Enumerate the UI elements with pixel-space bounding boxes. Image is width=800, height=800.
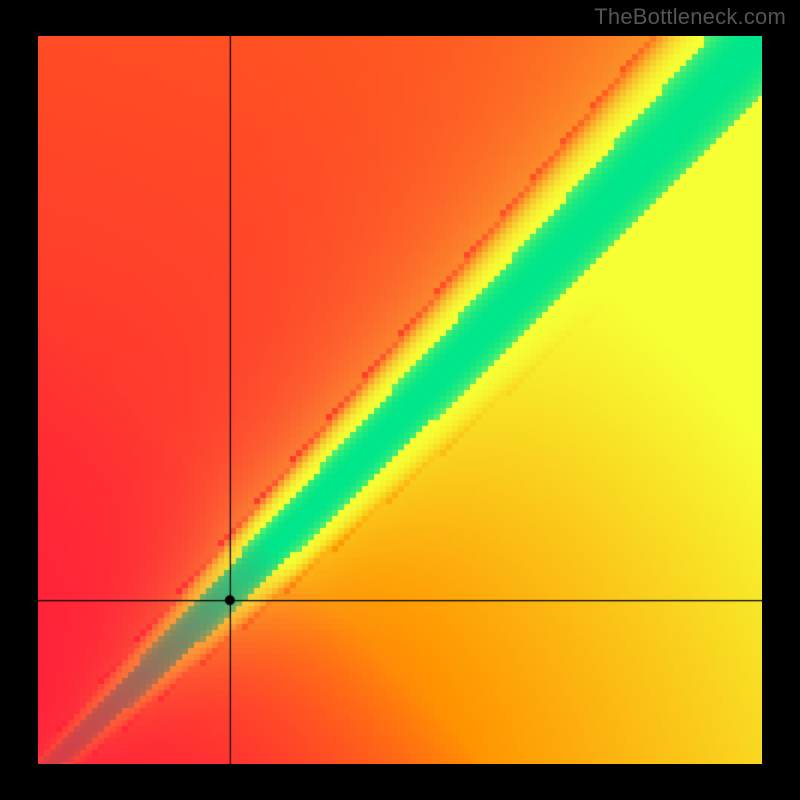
watermark-text: TheBottleneck.com bbox=[594, 4, 786, 30]
chart-frame: TheBottleneck.com bbox=[0, 0, 800, 800]
heatmap-plot bbox=[38, 36, 762, 764]
heatmap-canvas bbox=[38, 36, 762, 764]
